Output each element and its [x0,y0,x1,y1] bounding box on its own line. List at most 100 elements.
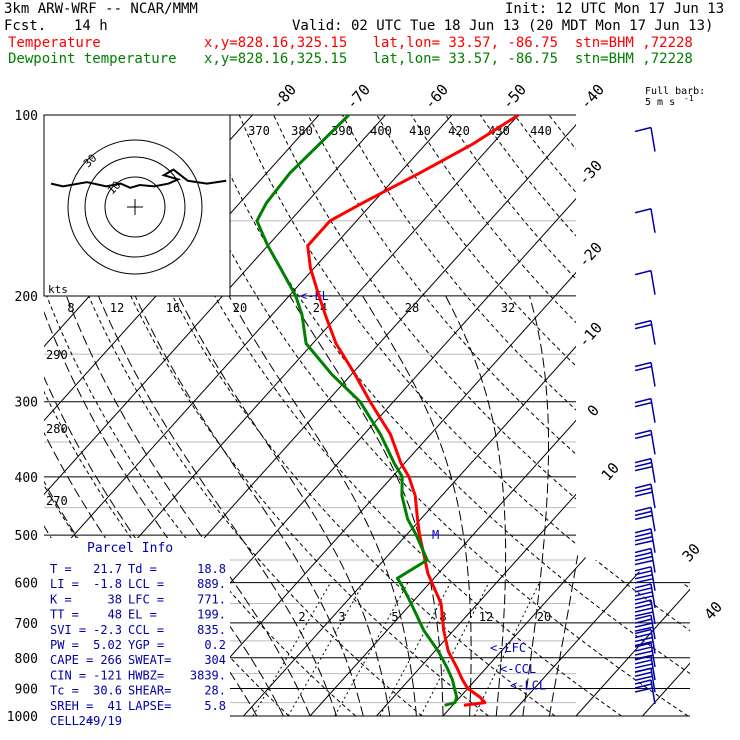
barb-flag [634,397,652,404]
barb-flag [634,642,652,648]
barb-flag [634,126,652,133]
isotherm-label: 0 [584,401,603,420]
temperature-location: x,y=828.16,325.15 lat,lon= 33.57, -86.75… [204,35,693,51]
barb-flag [634,566,652,572]
barb-flag [634,578,654,584]
isotherm-label: -80 [269,81,301,113]
parcel-value: 0.2 [204,638,226,652]
parcel-key: CAPE = [50,653,93,667]
mixing-ratio-line [379,582,451,717]
isotherm-label: -40 [577,81,609,113]
wind-barb [634,566,656,591]
parcel-key: CCL = [128,623,164,637]
dry-adiabat [583,115,690,717]
pressure-tick-label: 900 [15,682,38,697]
barb-flag [634,667,652,673]
dry-adiabat [479,115,690,717]
parcel-key: SREH = [50,699,93,713]
hodograph-units: kts [48,283,68,296]
parcel-value: 38 [108,592,122,606]
isotherm-label: 40 [701,598,726,623]
barb-flag [634,570,652,576]
dry-adiabat [307,115,690,717]
isotherm [442,115,690,717]
wind-barb [634,506,656,532]
parcel-key: LFC = [128,592,164,606]
barb-flag [634,650,653,656]
level-marker: <-EL [300,289,329,303]
barb-flag [634,626,654,632]
dry-adiabat [44,115,423,717]
dewpoint-line [255,113,459,707]
barb-flag [634,671,652,677]
dry-adiabat [410,115,690,717]
isotherm-label: 10 [598,459,623,484]
barb-flag [634,632,652,639]
hodograph-ring [67,139,203,275]
isotherm [44,115,453,717]
barb-staff [650,127,656,152]
barb-flag [634,675,653,681]
theta-label: 430 [488,124,510,138]
parcel-title: Parcel Info [87,541,173,556]
barb-legend: Full barb:5 m s -1 [645,86,705,108]
forecast-label: Fcst. [4,18,47,34]
barb-flag [634,595,654,601]
isotherm [376,115,690,717]
dry-adiabat [204,115,690,717]
wind-barb [634,319,656,345]
parcel-value: -121 [93,668,122,682]
barb-flag [634,401,652,408]
wind-barb [634,614,656,640]
barb-flag [634,547,652,554]
theta-label: 370 [248,124,270,138]
barb-legend-line1: Full barb: [645,86,705,97]
barb-flag [634,491,653,497]
barb-flag [634,510,652,517]
barb-flag [634,687,653,693]
parcel-value: 18.8 [197,562,226,576]
barb-flag [634,611,654,617]
isotherm [44,115,386,717]
barb-flag [634,536,653,542]
barb-flag [634,636,653,643]
barb-flag [634,559,654,566]
dry-adiabat [66,115,489,717]
parcel-value: 771. [197,592,226,606]
barb-flag [634,532,652,538]
hodograph-trace [50,168,227,189]
forecast-value: 14 h [74,18,108,34]
barb-staff [650,208,656,233]
barb-flag [634,457,652,464]
barb-flag [634,461,652,468]
theta-label: 410 [409,124,431,138]
wind-barb [634,361,656,387]
dry-adiabat [273,115,690,717]
dry-adiabat [376,115,690,717]
barb-legend-line2: 5 m s [645,97,675,108]
level-marker: <-CCL [500,662,536,676]
isotherm-label: -10 [575,319,607,351]
parcel-value: 30.6 [93,684,122,698]
dry-adiabat [617,115,690,717]
parcel-value: -1.8 [93,577,122,591]
wind-barb [634,208,656,233]
temperature-legend: Temperature [8,35,101,51]
barb-flag [634,555,653,562]
pressure-tick-label: 300 [15,396,38,411]
mixing-ratio-label: 20 [233,301,247,315]
barb-flag [634,483,652,489]
parcel-value: 889. [197,577,226,591]
wind-barb [634,679,656,705]
barb-flag [634,323,652,330]
pressure-tick-label: 1000 [7,710,38,725]
barb-flag [634,365,652,372]
theta-label: 280 [46,422,68,436]
barb-flag [634,614,652,620]
wind-barb [634,547,656,573]
level-marker: <-LCL [510,678,546,692]
isotherm-label: -30 [575,157,607,189]
barb-flag [634,599,652,605]
temperature-line [306,113,520,707]
parcel-key: CELL = [50,714,93,728]
